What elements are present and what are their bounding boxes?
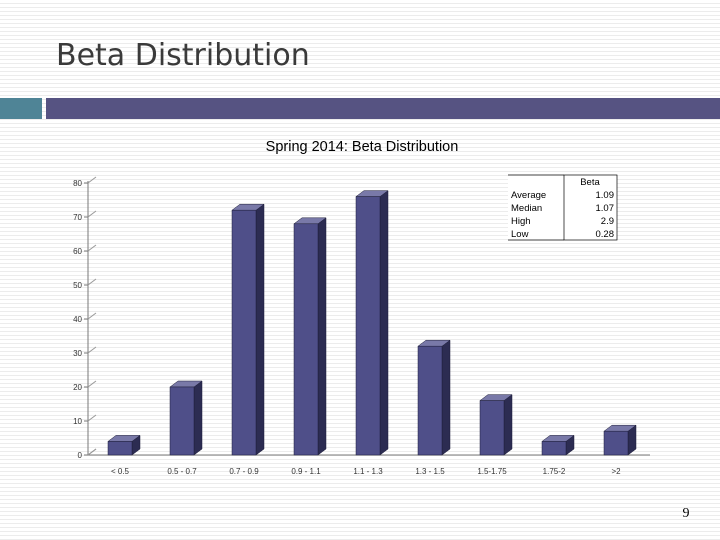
stats-row-value: 2.9 — [601, 216, 614, 227]
bar-side — [379, 190, 389, 456]
stats-row-value: 1.07 — [596, 203, 615, 214]
y-tick-label: 0 — [78, 451, 83, 460]
bar-front — [293, 223, 319, 456]
bar-front — [417, 345, 443, 456]
bar-0-7-0-9 — [231, 203, 265, 456]
stats-table-bg — [508, 175, 617, 240]
bar-side — [255, 203, 265, 456]
y-tick-depth — [87, 380, 97, 388]
bar-0-9-1-1 — [293, 217, 327, 456]
stats-row-value: 0.28 — [596, 229, 615, 240]
y-tick-depth — [87, 244, 97, 252]
y-tick-label: 70 — [73, 213, 82, 222]
y-tick-label: 60 — [73, 247, 82, 256]
stats-row-label: Median — [511, 203, 542, 214]
stats-table: Beta Average 1.09 Median 1.07 High 2.9 Low 0.28 — [508, 174, 618, 241]
bar-side — [317, 217, 327, 456]
y-tick-depth — [87, 448, 97, 456]
bar-1-1-1-3 — [355, 190, 389, 456]
x-tick-label: 1.75-2 — [543, 467, 566, 476]
bar-front — [541, 441, 567, 456]
bar-2 — [603, 424, 637, 456]
page-number: 9 — [682, 506, 690, 521]
y-tick-label: 20 — [73, 383, 82, 392]
bar-1-3-1-5 — [417, 339, 451, 456]
bar-0-5-0-7 — [169, 380, 203, 456]
x-tick-labels: < 0.5 0.5 - 0.7 0.7 - 0.9 0.9 - 1.1 1.1 - 1.… — [111, 467, 621, 476]
x-tick-label: 1.1 - 1.3 — [353, 467, 383, 476]
y-tick-label: 10 — [73, 417, 82, 426]
slide-title: Beta Distribution — [56, 38, 310, 73]
bar-front — [479, 400, 505, 456]
x-tick-label: 1.5-1.75 — [477, 467, 507, 476]
y-tick-label: 30 — [73, 349, 82, 358]
y-tick-depth — [87, 346, 97, 354]
stats-table-border — [563, 174, 618, 241]
header-accent-bar — [0, 98, 42, 119]
stats-row-label: Low — [511, 229, 529, 240]
bar-side — [193, 380, 203, 456]
bar-side — [441, 339, 451, 456]
bar-1-75-2 — [541, 434, 575, 456]
y-tick-label: 50 — [73, 281, 82, 290]
bar-1-5-1-75 — [479, 394, 513, 456]
bar-0-5 — [107, 434, 141, 456]
stats-row-label: Average — [511, 190, 546, 201]
x-tick-label: 0.5 - 0.7 — [167, 467, 197, 476]
y-tick-depth — [87, 176, 97, 184]
bar-front — [107, 441, 133, 456]
bar-front — [231, 209, 257, 456]
bar-front — [355, 196, 381, 456]
x-tick-label: 0.9 - 1.1 — [291, 467, 321, 476]
y-tick-label: 40 — [73, 315, 82, 324]
y-tick-depth — [87, 414, 97, 422]
y-tick-depth — [87, 278, 97, 286]
x-tick-label: 1.3 - 1.5 — [415, 467, 445, 476]
stats-row-label: High — [511, 216, 531, 227]
x-tick-label: 0.7 - 0.9 — [229, 467, 259, 476]
stats-row-value: 1.09 — [596, 190, 615, 201]
x-tick-label: < 0.5 — [111, 467, 130, 476]
chart-title: Spring 2014: Beta Distribution — [266, 139, 459, 155]
bar-side — [503, 394, 513, 456]
bar-front — [603, 430, 629, 456]
stats-table-header: Beta — [580, 177, 600, 188]
header-divider-bar — [46, 98, 720, 119]
x-tick-label: >2 — [611, 467, 621, 476]
y-tick-depth — [87, 210, 97, 218]
y-tick-depth — [87, 312, 97, 320]
y-tick-label: 80 — [73, 179, 82, 188]
bar-front — [169, 386, 195, 456]
chart-bars — [107, 190, 637, 456]
